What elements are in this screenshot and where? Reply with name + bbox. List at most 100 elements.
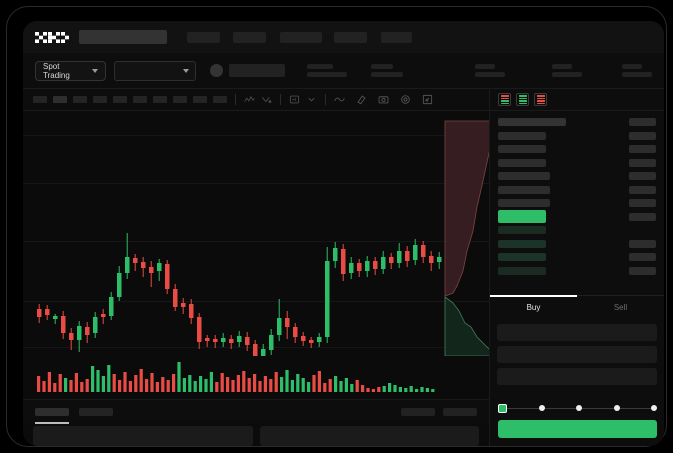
volume-bar xyxy=(323,383,327,392)
timeframe-button-4[interactable] xyxy=(93,96,107,103)
orderbook-row[interactable] xyxy=(498,251,656,263)
chevron-down-icon[interactable] xyxy=(306,94,317,105)
price-chart[interactable] xyxy=(23,111,489,356)
spot-trading-selector[interactable]: Spot Trading xyxy=(35,60,107,81)
volume-bar xyxy=(398,387,402,392)
timeframe-button-9[interactable] xyxy=(193,96,207,103)
okx-logo[interactable] xyxy=(35,31,69,43)
trend-line-icon[interactable] xyxy=(334,94,345,105)
timeframe-button-10[interactable] xyxy=(213,96,227,103)
stepper-dot[interactable] xyxy=(538,405,545,411)
nav-search-placeholder[interactable] xyxy=(79,30,167,44)
volume-bar xyxy=(47,372,51,392)
volume-bar xyxy=(150,373,154,392)
depth-area xyxy=(444,296,496,356)
submit-order-button[interactable] xyxy=(498,420,657,438)
candle-body xyxy=(357,263,362,271)
timeframe-button-1[interactable] xyxy=(33,96,47,103)
settings-gear-icon[interactable] xyxy=(400,94,411,105)
orderbook-row[interactable] xyxy=(498,197,656,209)
stepper-dot[interactable] xyxy=(613,405,620,411)
chart-gridline xyxy=(23,301,489,302)
orderbook-row[interactable] xyxy=(498,116,656,128)
candle-body xyxy=(413,245,418,260)
bottom-panel-left[interactable] xyxy=(33,426,253,446)
orderbook-row[interactable] xyxy=(498,170,656,182)
tab-open-orders[interactable] xyxy=(35,407,69,424)
stat-group-3 xyxy=(474,64,505,77)
orderbook-row[interactable] xyxy=(498,265,656,277)
eraser-icon[interactable] xyxy=(356,94,367,105)
candle-body xyxy=(109,297,114,316)
order-amount-field[interactable] xyxy=(497,346,657,363)
onboarding-stepper[interactable] xyxy=(498,402,657,414)
orderbook-mode-asks[interactable] xyxy=(534,93,547,106)
stat-value-5 xyxy=(621,72,652,77)
candle-body xyxy=(397,251,402,263)
nav-item-3[interactable] xyxy=(280,31,322,43)
candle-body xyxy=(373,261,378,269)
stepper-dot[interactable] xyxy=(651,405,657,411)
timeframe-button-8[interactable] xyxy=(173,96,187,103)
alert-icon[interactable] xyxy=(289,94,300,105)
camera-icon[interactable] xyxy=(378,94,389,105)
nav-item-1[interactable] xyxy=(187,31,220,43)
volume-bar xyxy=(37,376,41,392)
nav-item-5[interactable] xyxy=(381,31,412,43)
volume-bar xyxy=(339,381,343,392)
volume-bar xyxy=(269,379,273,392)
compare-icon[interactable] xyxy=(261,94,272,105)
timeframe-button-2[interactable] xyxy=(53,96,67,103)
indicator-icon[interactable] xyxy=(244,94,255,105)
orderbook-row[interactable] xyxy=(498,130,656,142)
orderbook-row[interactable] xyxy=(498,184,656,196)
orderbook-price xyxy=(629,185,656,194)
candle-body xyxy=(341,249,346,274)
orderbook-row[interactable] xyxy=(498,143,656,155)
stat-value-2 xyxy=(370,72,403,77)
candle-body xyxy=(349,263,354,273)
timeframe-button-5[interactable] xyxy=(113,96,127,103)
volume-bar xyxy=(145,379,149,392)
tab-sell[interactable]: Sell xyxy=(613,303,628,312)
volume-bar xyxy=(155,382,159,392)
order-price-field[interactable] xyxy=(497,324,657,341)
volume-bar xyxy=(425,388,429,392)
tab-order-history[interactable] xyxy=(79,407,113,416)
bottom-action-2[interactable] xyxy=(443,407,477,416)
candle-body xyxy=(229,339,234,343)
order-total-field[interactable] xyxy=(497,368,657,385)
fullscreen-icon[interactable] xyxy=(422,94,433,105)
bottom-action-1[interactable] xyxy=(401,407,435,416)
candle-body xyxy=(213,339,218,342)
candle-body xyxy=(37,309,42,317)
nav-item-4[interactable] xyxy=(334,31,367,43)
stepper-dot[interactable] xyxy=(576,405,582,411)
orderbook-rows[interactable] xyxy=(490,111,664,291)
orderbook-amount xyxy=(498,226,546,234)
orderbook-row[interactable] xyxy=(498,210,656,223)
orderbook-mode-both[interactable] xyxy=(498,93,511,106)
orderbook-price xyxy=(629,172,656,180)
trading-pair-select[interactable] xyxy=(114,60,197,81)
volume-bar xyxy=(328,379,332,392)
timeframe-button-3[interactable] xyxy=(73,96,87,103)
tab-buy[interactable]: Buy xyxy=(490,295,577,319)
timeframe-button-7[interactable] xyxy=(153,96,167,103)
orderbook-row[interactable] xyxy=(498,157,656,169)
volume-chart[interactable] xyxy=(23,356,489,398)
candle-body xyxy=(381,257,386,269)
timeframe-button-6[interactable] xyxy=(133,96,147,103)
candle-body xyxy=(325,261,330,337)
top-navigation-bar xyxy=(23,21,664,53)
volume-bar xyxy=(382,386,386,392)
orderbook-mode-bids[interactable] xyxy=(516,93,529,106)
volume-bar xyxy=(107,365,111,392)
stepper-dot[interactable] xyxy=(498,403,507,413)
candle-body xyxy=(261,349,266,356)
volume-bar xyxy=(42,381,46,392)
orderbook-row[interactable] xyxy=(498,238,656,250)
bottom-panel-right[interactable] xyxy=(259,426,479,446)
nav-item-2[interactable] xyxy=(233,31,266,43)
orderbook-row[interactable] xyxy=(498,224,656,236)
